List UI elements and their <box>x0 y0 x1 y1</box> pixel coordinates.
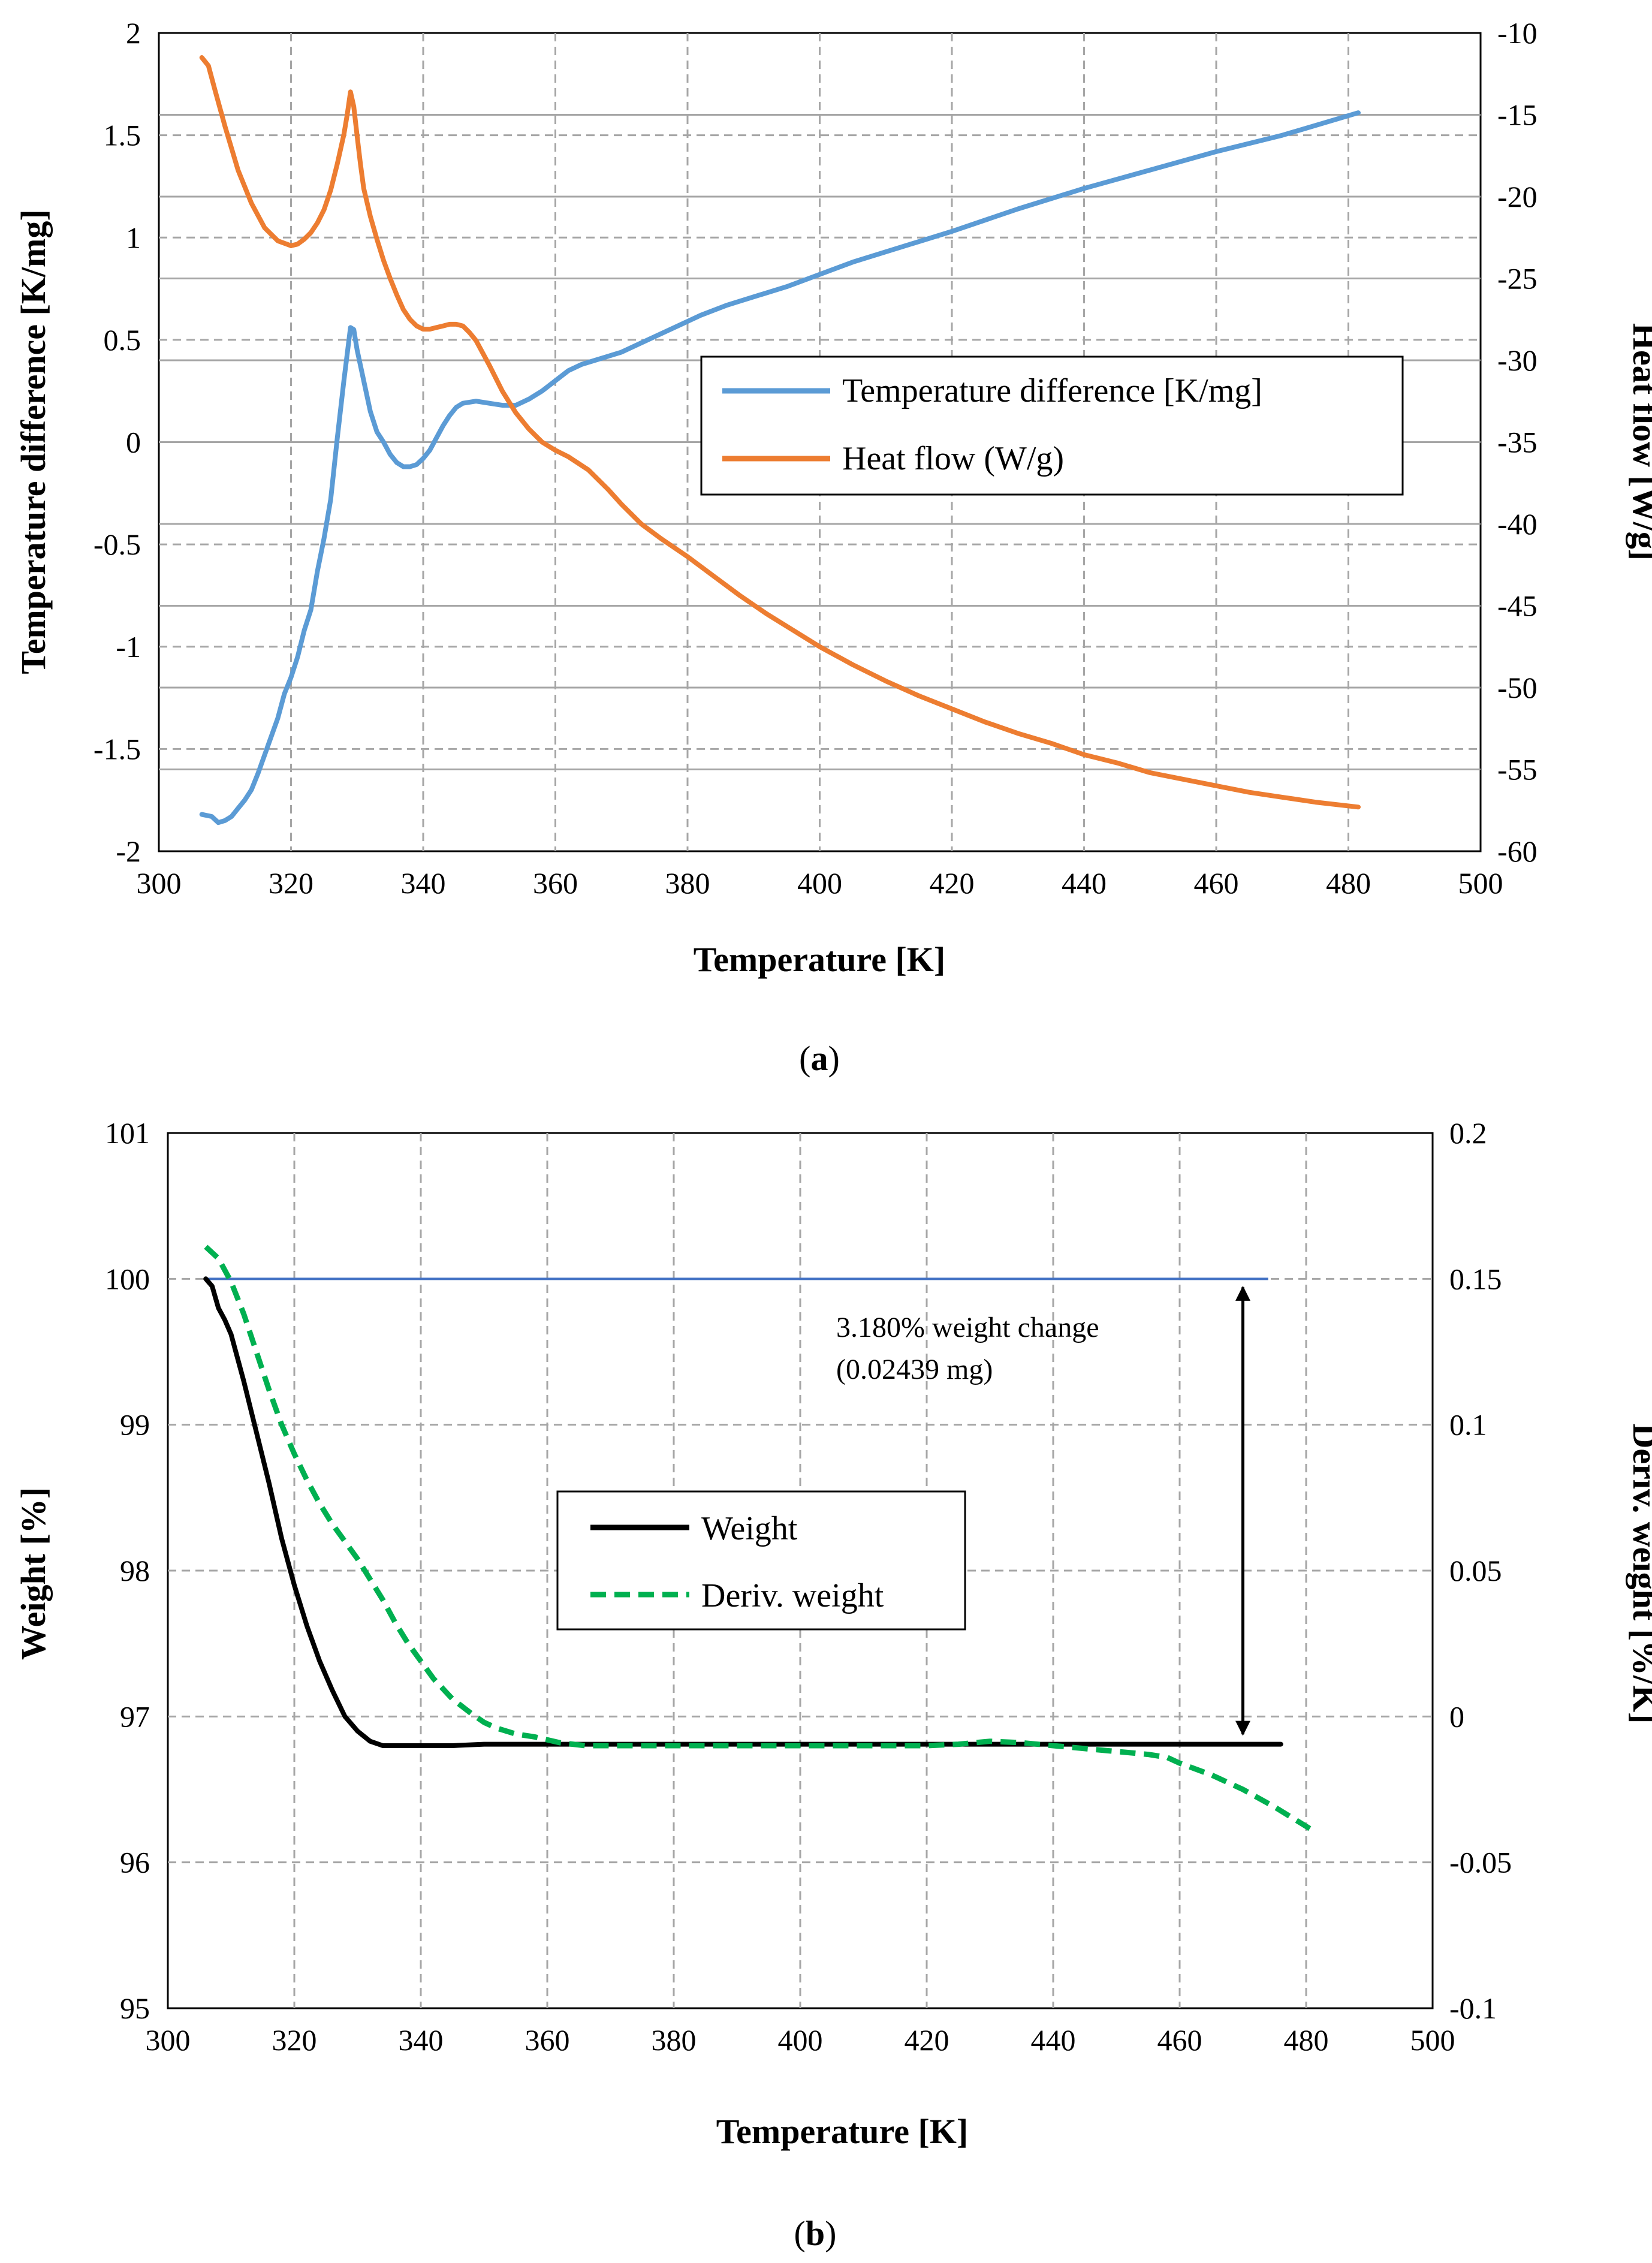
legend-label-temperature-difference: Temperature difference [K/mg] <box>842 372 1262 409</box>
y2-tick-label: -0.05 <box>1449 1846 1512 1879</box>
x-tick-label: 460 <box>1194 866 1239 900</box>
y2-tick-label: -0.1 <box>1449 1991 1497 2025</box>
annotation-line-1: 3.180% weight change <box>836 1312 1099 1343</box>
x-tick-label: 440 <box>1062 866 1107 900</box>
y-tick-label: 2 <box>126 16 141 50</box>
x-tick-label: 500 <box>1458 866 1503 900</box>
legend-b: Weight Deriv. weight <box>556 1490 966 1631</box>
x-tick-label: 380 <box>665 866 710 900</box>
gridlines-a <box>159 33 1481 851</box>
x-tick-label: 440 <box>1031 2023 1076 2057</box>
x-tick-label: 320 <box>269 866 313 900</box>
y-tick-label: 1 <box>126 221 141 254</box>
y2-tick-label: -50 <box>1497 671 1538 704</box>
y2-tick-label: -20 <box>1497 180 1538 213</box>
y2-tick-label: 0 <box>1449 1699 1464 1733</box>
chart-b: 300 320 340 360 380 400 420 440 460 480 500 95 96 97 9… <box>14 1116 1652 2253</box>
y2-tick-label: -30 <box>1497 343 1538 377</box>
y2-tick-label: -55 <box>1497 753 1538 787</box>
series-deriv-weight <box>204 1245 1314 1833</box>
y-axis-title-a: Temperature difference [K/mg] <box>14 209 53 674</box>
x-tick-label: 340 <box>401 866 446 900</box>
caption-a: (a) <box>799 1039 840 1078</box>
legend-a: Temperature difference [K/mg] Heat flow … <box>700 355 1404 496</box>
series-a <box>199 55 1361 825</box>
y-tick-label: 1.5 <box>104 119 141 152</box>
x-tick-label: 400 <box>797 866 842 900</box>
x-tick-label: 500 <box>1410 2023 1455 2057</box>
x-tick-label: 420 <box>930 866 975 900</box>
x-tick-label: 300 <box>146 2023 191 2057</box>
x-tick-label: 340 <box>399 2023 444 2057</box>
legend-box-a <box>700 355 1404 496</box>
y-tick-label: 95 <box>120 1991 150 2025</box>
x-tick-label: 360 <box>525 2023 570 2057</box>
ticks-a: 300 320 340 360 380 400 420 440 460 480 500 -2 -1.5 -… <box>94 16 1538 900</box>
y-axis-title-b: Weight [%] <box>14 1487 53 1660</box>
x-axis-title-b: Temperature [K] <box>716 2112 968 2151</box>
y-tick-label: 99 <box>120 1408 150 1442</box>
series-b <box>203 1245 1314 1833</box>
y2-tick-label: 0.1 <box>1449 1408 1487 1442</box>
y-tick-label: -2 <box>116 834 141 868</box>
y2-tick-label: -40 <box>1497 507 1538 541</box>
y-tick-label: -1.5 <box>94 732 141 766</box>
x-tick-label: 320 <box>272 2023 317 2057</box>
y-tick-label: 0.5 <box>104 323 141 357</box>
y2-tick-label: 0.05 <box>1449 1554 1502 1587</box>
y2-axis-title-b: Deriv. weight [%/K] <box>1626 1424 1652 1724</box>
legend-label-heat-flow: Heat flow (W/g) <box>842 440 1064 477</box>
legend-box-b <box>556 1490 966 1631</box>
legend-label-weight: Weight <box>701 1510 798 1547</box>
legend-label-deriv-weight: Deriv. weight <box>701 1577 884 1614</box>
x-tick-label: 380 <box>652 2023 697 2057</box>
y-tick-label: 96 <box>120 1846 150 1879</box>
y2-tick-label: -35 <box>1497 426 1538 459</box>
x-tick-label: 480 <box>1284 2023 1329 2057</box>
series-heat-flow <box>199 55 1361 810</box>
y-tick-label: 100 <box>105 1262 150 1295</box>
x-tick-label: 460 <box>1157 2023 1202 2057</box>
y2-tick-label: -25 <box>1497 262 1538 296</box>
x-axis-title-a: Temperature [K] <box>694 940 945 979</box>
y-tick-label: -0.5 <box>94 528 141 561</box>
chart-a: 300 320 340 360 380 400 420 440 460 480 500 -2 -1.5 -… <box>14 16 1652 1078</box>
annotation-line-2: (0.02439 mg) <box>836 1354 993 1385</box>
y-tick-label: -1 <box>116 630 141 664</box>
y2-tick-label: -45 <box>1497 589 1538 623</box>
y2-tick-label: 0.15 <box>1449 1262 1502 1295</box>
y-tick-label: 0 <box>126 426 141 459</box>
y2-tick-label: -15 <box>1497 98 1538 132</box>
y2-tick-label: 0.2 <box>1449 1116 1487 1150</box>
series-temperature-difference <box>199 110 1361 825</box>
y-tick-label: 98 <box>120 1554 150 1587</box>
caption-b: (b) <box>794 2214 837 2253</box>
y-tick-label: 101 <box>105 1116 150 1150</box>
x-tick-label: 360 <box>533 866 578 900</box>
y2-tick-label: -60 <box>1497 834 1538 868</box>
x-tick-label: 420 <box>905 2023 949 2057</box>
y2-axis-title-a: Heat flow [W/g] <box>1626 323 1652 561</box>
weight-change-annotation: 3.180% weight change (0.02439 mg) <box>836 1285 1250 1736</box>
y-tick-label: 97 <box>120 1699 150 1733</box>
y2-tick-label: -10 <box>1497 16 1538 50</box>
x-tick-label: 300 <box>137 866 182 900</box>
x-tick-label: 400 <box>778 2023 823 2057</box>
x-tick-label: 480 <box>1326 866 1371 900</box>
ticks-b: 300 320 340 360 380 400 420 440 460 480 500 95 96 97 9… <box>105 1116 1512 2057</box>
